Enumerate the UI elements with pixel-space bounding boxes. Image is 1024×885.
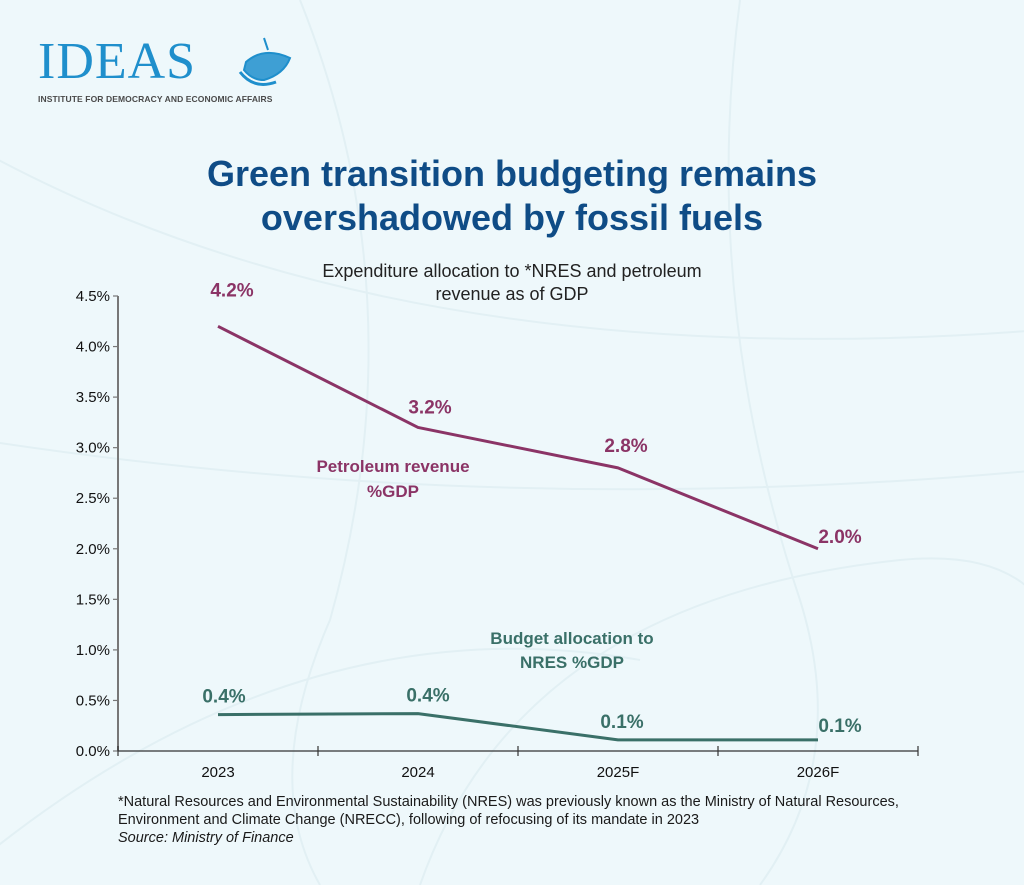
y-tick-label: 1.5% <box>76 591 110 608</box>
page-title: Green transition budgeting remains overs… <box>0 152 1024 240</box>
y-tick-label: 0.5% <box>76 692 110 709</box>
y-tick-label: 4.5% <box>76 288 110 305</box>
source-note: Source: Ministry of Finance <box>118 830 294 846</box>
x-tick-label: 2026F <box>797 764 840 781</box>
logo: IDEAS INSTITUTE FOR DEMOCRACY AND ECONOM… <box>38 33 292 104</box>
x-tick-label: 2025F <box>597 764 640 781</box>
data-label: 0.1% <box>818 716 861 737</box>
logo-wordmark: IDEAS <box>38 33 197 90</box>
series-label: Budget allocation to <box>490 629 653 648</box>
chart-title-line-1: Expenditure allocation to *NRES and petr… <box>322 261 702 281</box>
y-tick-label: 0.0% <box>76 743 110 760</box>
x-tick-label: 2024 <box>401 764 434 781</box>
data-label: 3.2% <box>408 397 451 418</box>
y-tick-label: 3.0% <box>76 440 110 457</box>
chart-title-line-2: revenue as of GDP <box>435 284 589 304</box>
y-tick-label: 2.5% <box>76 490 110 507</box>
data-label: 2.8% <box>604 436 647 457</box>
series-label: NRES %GDP <box>520 653 624 672</box>
data-label: 2.0% <box>818 527 861 548</box>
data-label: 0.4% <box>406 686 449 707</box>
data-label: 4.2% <box>210 280 253 301</box>
chart-title: Expenditure allocation to *NRES and petr… <box>0 260 1024 306</box>
title-line-2: overshadowed by fossil fuels <box>260 197 764 238</box>
data-label: 0.1% <box>600 712 643 733</box>
footnote-text: *Natural Resources and Environmental Sus… <box>118 794 899 828</box>
series-line-petroleum <box>217 324 819 551</box>
series-label: %GDP <box>367 482 419 501</box>
title-line-1: Green transition budgeting remains <box>206 153 818 194</box>
y-tick-label: 3.5% <box>76 389 110 406</box>
data-label: 0.4% <box>202 687 245 708</box>
x-tick-label: 2023 <box>201 764 234 781</box>
series-label: Petroleum revenue <box>316 457 469 476</box>
footnote: *Natural Resources and Environmental Sus… <box>118 793 958 847</box>
y-tick-label: 4.0% <box>76 339 110 356</box>
y-tick-label: 2.0% <box>76 541 110 558</box>
y-tick-label: 1.0% <box>76 642 110 659</box>
dove-logo-icon <box>238 37 292 86</box>
series-line-nres <box>217 712 818 742</box>
logo-tagline: INSTITUTE FOR DEMOCRACY AND ECONOMIC AFF… <box>38 94 273 104</box>
